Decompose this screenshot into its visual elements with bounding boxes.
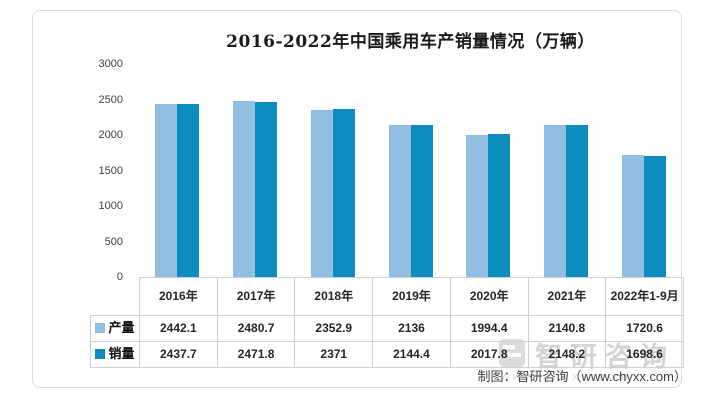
bar-series0-cat5	[544, 125, 567, 277]
table-value-cell: 2480.7	[216, 315, 296, 342]
series-label-cell: 产量	[90, 315, 140, 342]
bar-group	[216, 64, 294, 277]
bar-series0-cat1	[232, 100, 255, 277]
table-value-cell: 2437.7	[139, 341, 218, 368]
bar-series1-cat0	[176, 103, 199, 277]
series-label-cell: 销量	[90, 341, 140, 368]
table-value-cell: 2136	[372, 315, 451, 342]
bar-series1-cat3	[410, 124, 433, 277]
credit-line: 制图：智研咨询（www.chyxx.com）	[477, 369, 687, 384]
table-value-cell: 2017.8	[449, 341, 529, 368]
y-tick-label: 3000	[98, 58, 123, 70]
y-tick-label: 1500	[98, 164, 123, 177]
y-tick-label: 500	[104, 235, 123, 248]
bar-series0-cat2	[310, 109, 333, 277]
table-row-series0: 产量 2442.1 2480.7 2352.9 2136 1994.4 2140.8 1720…	[90, 315, 684, 342]
bar-series1-cat6	[644, 156, 667, 277]
table-value-cell: 2144.4	[372, 341, 451, 368]
bar-group	[294, 64, 372, 277]
bar-group	[372, 64, 450, 277]
table-header-cell: 2021年	[527, 277, 607, 316]
bar-series0-cat3	[388, 125, 411, 277]
table-header-cell: 2017年	[216, 277, 296, 316]
table-header-cell: 2022年1-9月	[605, 277, 684, 316]
table-value-cell: 1994.4	[449, 315, 529, 342]
table-value-cell: 2371	[294, 341, 374, 368]
y-tick-label: 2000	[98, 129, 123, 141]
table-header-cell: 2016年	[139, 277, 218, 316]
bar-group	[527, 64, 605, 277]
bar-series1-cat4	[488, 133, 511, 277]
chart-panel: 2016-2022年中国乘用车产销量情况（万辆） 0 500 1000 1500 200…	[32, 10, 687, 388]
data-table-body: 2016年 2017年 2018年 2019年 2020年 2021年 2022年1-9月产…	[90, 277, 684, 368]
table-value-cell: 1698.6	[605, 341, 684, 368]
table-header-cell: 2020年	[449, 277, 529, 316]
table-value-cell: 2148.2	[527, 341, 607, 368]
bar-group	[449, 64, 527, 277]
plot-area	[138, 64, 683, 277]
bar-group	[138, 64, 216, 277]
legend-swatch-icon	[95, 349, 106, 360]
table-row-series1: 销量 2437.7 2471.8 2371 2144.4 2017.8 2148.2 1698…	[90, 341, 684, 368]
bar-series1-cat2	[332, 108, 355, 277]
table-value-cell: 2442.1	[139, 315, 218, 342]
bar-series0-cat4	[466, 135, 489, 277]
bar-group	[605, 64, 683, 277]
table-value-cell: 2471.8	[216, 341, 296, 368]
bar-series1-cat1	[254, 101, 277, 277]
y-tick-label: 2500	[98, 93, 123, 106]
y-tick-label: 1000	[98, 200, 123, 212]
data-table: 2016年 2017年 2018年 2019年 2020年 2021年 2022年1-9月产…	[90, 277, 684, 368]
table-value-cell: 2352.9	[294, 315, 374, 342]
table-header-cell: 2018年	[294, 277, 374, 316]
legend-swatch-icon	[95, 323, 106, 334]
chart-title: 2016-2022年中国乘用车产销量情况（万辆）	[226, 32, 595, 52]
y-axis: 0 500 1000 1500 2000 2500 3000	[33, 58, 123, 283]
bar-series1-cat5	[566, 124, 589, 277]
y-tick-label: 0	[116, 271, 123, 283]
table-value-cell: 1720.6	[605, 315, 684, 342]
bar-series0-cat0	[154, 103, 177, 277]
table-value-cell: 2140.8	[527, 315, 607, 342]
table-header-row: 2016年 2017年 2018年 2019年 2020年 2021年 2022年1-9月	[91, 277, 684, 316]
table-header-cell: 2019年	[372, 277, 451, 316]
table-corner-cell	[91, 278, 140, 316]
bar-series0-cat6	[622, 154, 645, 277]
